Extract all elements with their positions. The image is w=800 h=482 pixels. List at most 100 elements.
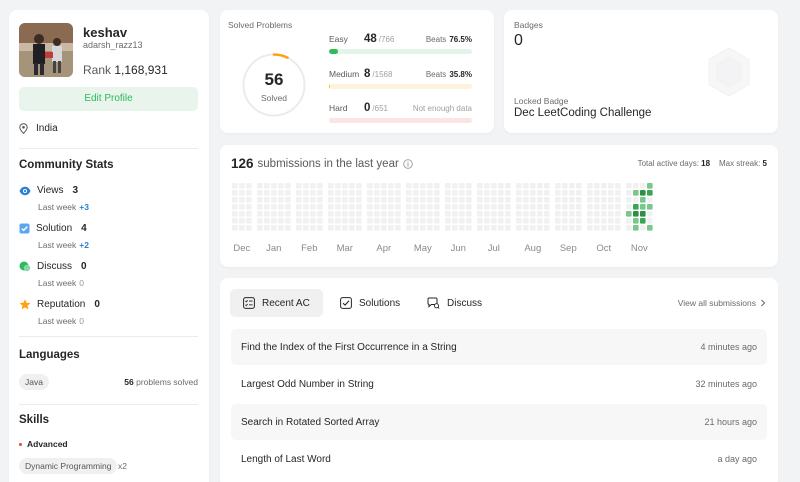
submission-row[interactable]: Find the Index of the First Occurrence i… xyxy=(231,329,767,365)
heatmap-cell[interactable] xyxy=(317,218,323,224)
heatmap-cell[interactable] xyxy=(516,225,522,231)
heatmap-cell[interactable] xyxy=(516,204,522,210)
heatmap-cell[interactable] xyxy=(239,211,245,217)
heatmap-cell[interactable] xyxy=(271,225,277,231)
heatmap-cell[interactable] xyxy=(264,211,270,217)
heatmap-cell[interactable] xyxy=(640,197,646,203)
heatmap-cell[interactable] xyxy=(594,183,600,189)
heatmap-cell[interactable] xyxy=(555,197,561,203)
heatmap-cell[interactable] xyxy=(296,218,302,224)
heatmap-cell[interactable] xyxy=(601,190,607,196)
heatmap-cell[interactable] xyxy=(633,204,639,210)
heatmap-cell[interactable] xyxy=(374,211,380,217)
heatmap-cell[interactable] xyxy=(349,183,355,189)
heatmap-cell[interactable] xyxy=(285,190,291,196)
heatmap-cell[interactable] xyxy=(445,197,451,203)
heatmap-cell[interactable] xyxy=(555,190,561,196)
heatmap-cell[interactable] xyxy=(356,183,362,189)
heatmap-cell[interactable] xyxy=(434,211,440,217)
heatmap-cell[interactable] xyxy=(626,225,632,231)
heatmap-cell[interactable] xyxy=(647,204,653,210)
heatmap-cell[interactable] xyxy=(328,211,334,217)
heatmap-cell[interactable] xyxy=(640,190,646,196)
heatmap-cell[interactable] xyxy=(395,197,401,203)
heatmap-cell[interactable] xyxy=(594,190,600,196)
heatmap-cell[interactable] xyxy=(239,190,245,196)
heatmap-cell[interactable] xyxy=(601,225,607,231)
heatmap-cell[interactable] xyxy=(530,211,536,217)
heatmap-cell[interactable] xyxy=(264,183,270,189)
heatmap-cell[interactable] xyxy=(367,218,373,224)
heatmap-cell[interactable] xyxy=(434,197,440,203)
heatmap-cell[interactable] xyxy=(640,218,646,224)
heatmap-cell[interactable] xyxy=(388,211,394,217)
heatmap-cell[interactable] xyxy=(569,183,575,189)
heatmap-cell[interactable] xyxy=(576,204,582,210)
heatmap-cell[interactable] xyxy=(420,211,426,217)
submission-row[interactable]: Length of Last Word a day ago xyxy=(231,441,767,477)
heatmap-cell[interactable] xyxy=(427,218,433,224)
heatmap-cell[interactable] xyxy=(484,211,490,217)
heatmap-cell[interactable] xyxy=(484,225,490,231)
heatmap-cell[interactable] xyxy=(601,183,607,189)
heatmap-cell[interactable] xyxy=(434,225,440,231)
heatmap-cell[interactable] xyxy=(452,218,458,224)
heatmap-cell[interactable] xyxy=(381,225,387,231)
heatmap-cell[interactable] xyxy=(608,190,614,196)
heatmap-cell[interactable] xyxy=(626,183,632,189)
heatmap-cell[interactable] xyxy=(608,218,614,224)
heatmap-cell[interactable] xyxy=(555,218,561,224)
heatmap-cell[interactable] xyxy=(246,225,252,231)
heatmap-cell[interactable] xyxy=(640,183,646,189)
heatmap-cell[interactable] xyxy=(576,225,582,231)
heatmap-cell[interactable] xyxy=(608,211,614,217)
heatmap-cell[interactable] xyxy=(317,204,323,210)
heatmap-cell[interactable] xyxy=(498,183,504,189)
heatmap-cell[interactable] xyxy=(452,204,458,210)
heatmap-cell[interactable] xyxy=(459,197,465,203)
heatmap-cell[interactable] xyxy=(232,183,238,189)
heatmap-cell[interactable] xyxy=(257,204,263,210)
heatmap-cell[interactable] xyxy=(498,197,504,203)
heatmap-cell[interactable] xyxy=(505,183,511,189)
heatmap-cell[interactable] xyxy=(328,190,334,196)
heatmap-cell[interactable] xyxy=(491,183,497,189)
tab-recent-ac[interactable]: Recent AC xyxy=(230,289,323,317)
heatmap-cell[interactable] xyxy=(356,190,362,196)
heatmap-cell[interactable] xyxy=(413,183,419,189)
heatmap-cell[interactable] xyxy=(544,225,550,231)
heatmap-cell[interactable] xyxy=(505,190,511,196)
heatmap-cell[interactable] xyxy=(420,197,426,203)
heatmap-cell[interactable] xyxy=(381,204,387,210)
heatmap-cell[interactable] xyxy=(459,190,465,196)
heatmap-cell[interactable] xyxy=(640,225,646,231)
heatmap-cell[interactable] xyxy=(303,183,309,189)
heatmap-cell[interactable] xyxy=(544,190,550,196)
heatmap-cell[interactable] xyxy=(633,197,639,203)
heatmap-cell[interactable] xyxy=(537,211,543,217)
heatmap-cell[interactable] xyxy=(544,197,550,203)
heatmap-cell[interactable] xyxy=(303,218,309,224)
heatmap-cell[interactable] xyxy=(640,204,646,210)
heatmap-cell[interactable] xyxy=(569,211,575,217)
heatmap-cell[interactable] xyxy=(303,211,309,217)
heatmap-cell[interactable] xyxy=(303,204,309,210)
heatmap-cell[interactable] xyxy=(484,190,490,196)
heatmap-cell[interactable] xyxy=(388,225,394,231)
heatmap-cell[interactable] xyxy=(594,204,600,210)
heatmap-cell[interactable] xyxy=(647,183,653,189)
heatmap-cell[interactable] xyxy=(445,204,451,210)
heatmap-cell[interactable] xyxy=(562,183,568,189)
heatmap-cell[interactable] xyxy=(335,183,341,189)
heatmap-cell[interactable] xyxy=(388,183,394,189)
heatmap-cell[interactable] xyxy=(342,183,348,189)
heatmap-cell[interactable] xyxy=(555,211,561,217)
heatmap-cell[interactable] xyxy=(367,190,373,196)
heatmap-cell[interactable] xyxy=(569,204,575,210)
heatmap-cell[interactable] xyxy=(530,190,536,196)
heatmap-cell[interactable] xyxy=(303,190,309,196)
heatmap-cell[interactable] xyxy=(285,197,291,203)
heatmap-cell[interactable] xyxy=(505,211,511,217)
heatmap-cell[interactable] xyxy=(452,225,458,231)
heatmap-cell[interactable] xyxy=(374,218,380,224)
